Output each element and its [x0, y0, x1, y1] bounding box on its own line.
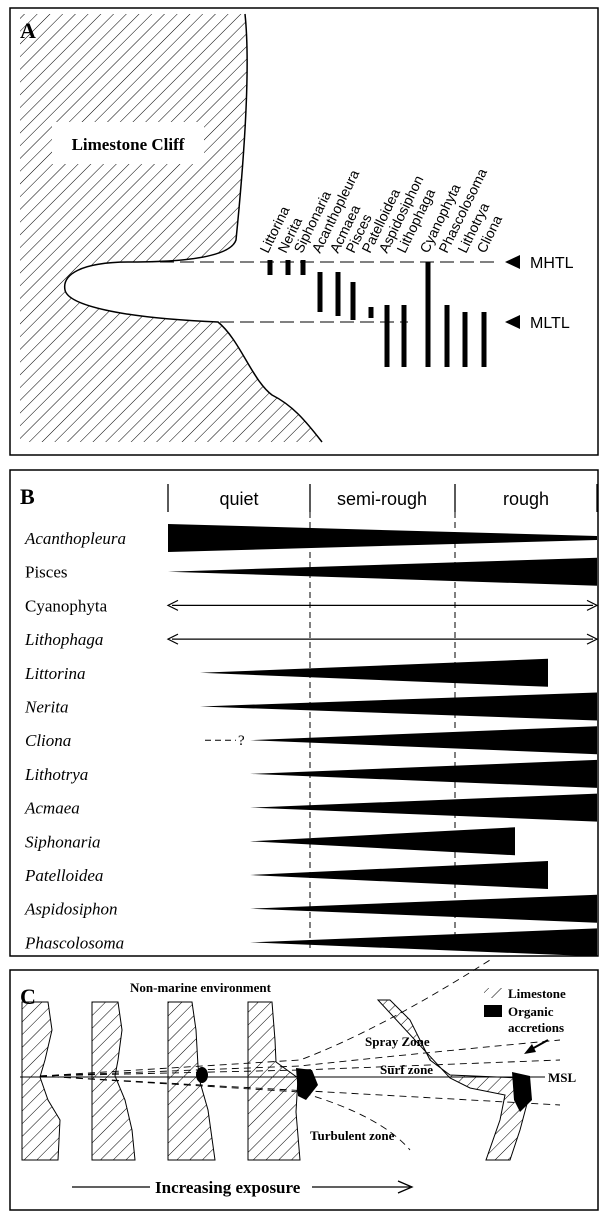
wedge [168, 558, 597, 586]
range-bar [482, 312, 487, 367]
figure: Limestone Cliff A MHTL MLTL LittorinaNer… [0, 0, 601, 1214]
wedge [250, 726, 597, 754]
arrowhead [505, 255, 520, 269]
exposure-label: Increasing exposure [155, 1178, 301, 1197]
species-name: Cyanophyta [25, 596, 108, 615]
wave-arrow-head [524, 1044, 536, 1054]
legend-label: Limestone [508, 986, 566, 1001]
zone-label: Turbulent zone [310, 1128, 395, 1143]
range-bar [385, 322, 390, 367]
zone-label: Spray Zone [365, 1034, 430, 1049]
msl-label: MSL [548, 1070, 577, 1085]
wedge [250, 794, 597, 822]
species-name: Acanthopleura [24, 529, 126, 548]
wedge [250, 895, 597, 923]
zone-label: quiet [219, 489, 258, 509]
panel-label: A [20, 18, 36, 43]
range-bar [336, 272, 341, 316]
species-name: Littorina [24, 664, 85, 683]
level-label: MLTL [530, 315, 570, 332]
species-name: Lithotrya [24, 765, 88, 784]
species-name: Lithophaga [24, 630, 103, 649]
wedge [250, 861, 548, 889]
cliff-profiles [22, 1000, 528, 1160]
wedges: Acanthopleura Pisces Cyanophyta Lithophaga L… [24, 524, 597, 956]
wedge [250, 928, 597, 956]
legend-swatch [484, 988, 502, 998]
species-labels: LittorinaNeritaSiphonariaAcanthopleuraAc… [256, 166, 505, 256]
species-name: Aspidosiphon [24, 900, 118, 919]
cliff-label: Limestone Cliff [72, 135, 185, 154]
range-bars [268, 260, 487, 367]
species-name: Patelloidea [24, 866, 103, 885]
uncertain-mark: ? [238, 733, 245, 749]
range-bar [385, 305, 390, 322]
arrowhead [505, 315, 520, 329]
species-name: Phascolosoma [24, 933, 124, 952]
wedge [168, 524, 597, 552]
range-bar [301, 260, 306, 275]
species-name: Acmaea [24, 799, 80, 818]
level-label: MHTL [530, 255, 574, 272]
range-bar [369, 307, 374, 318]
zone-label: semi-rough [337, 489, 427, 509]
zone-label: rough [503, 489, 549, 509]
panel-label: B [20, 484, 35, 509]
range-bar [286, 260, 291, 275]
range-bar [318, 272, 323, 312]
species-name: Nerita [24, 698, 68, 717]
zone-label: Surf zone [380, 1062, 433, 1077]
species-name: Siphonaria [25, 832, 101, 851]
wedge [250, 760, 597, 788]
wedge [200, 693, 597, 721]
range-bar [402, 322, 407, 367]
range-bar [426, 262, 431, 367]
legend-label: accretions [508, 1020, 564, 1035]
legend-label: Organic [508, 1004, 554, 1019]
species-name: Cliona [25, 731, 71, 750]
wedge [250, 827, 515, 855]
wedge [200, 659, 548, 687]
range-bar [268, 260, 273, 275]
range-bar [463, 312, 468, 367]
range-bar [445, 305, 450, 367]
legend-swatch [484, 1005, 502, 1017]
species-name: Pisces [25, 563, 68, 582]
range-bar [351, 282, 356, 320]
environment-label: Non-marine environment [130, 980, 272, 995]
